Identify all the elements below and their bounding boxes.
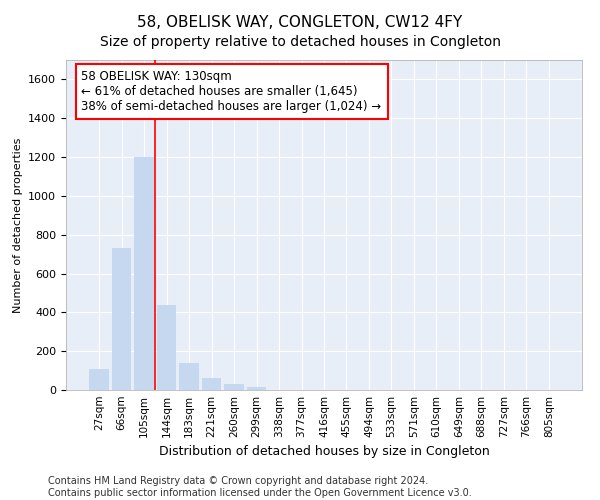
Bar — [157, 304, 176, 390]
Text: 58, OBELISK WAY, CONGLETON, CW12 4FY: 58, OBELISK WAY, CONGLETON, CW12 4FY — [137, 15, 463, 30]
Bar — [89, 369, 109, 390]
X-axis label: Distribution of detached houses by size in Congleton: Distribution of detached houses by size … — [158, 446, 490, 458]
Bar — [112, 248, 131, 390]
Text: Size of property relative to detached houses in Congleton: Size of property relative to detached ho… — [100, 35, 500, 49]
Bar — [202, 378, 221, 390]
Bar — [247, 387, 266, 390]
Text: 58 OBELISK WAY: 130sqm
← 61% of detached houses are smaller (1,645)
38% of semi-: 58 OBELISK WAY: 130sqm ← 61% of detached… — [82, 70, 382, 113]
Y-axis label: Number of detached properties: Number of detached properties — [13, 138, 23, 312]
Bar — [134, 157, 154, 390]
Bar — [224, 384, 244, 390]
Bar — [179, 363, 199, 390]
Text: Contains HM Land Registry data © Crown copyright and database right 2024.
Contai: Contains HM Land Registry data © Crown c… — [48, 476, 472, 498]
